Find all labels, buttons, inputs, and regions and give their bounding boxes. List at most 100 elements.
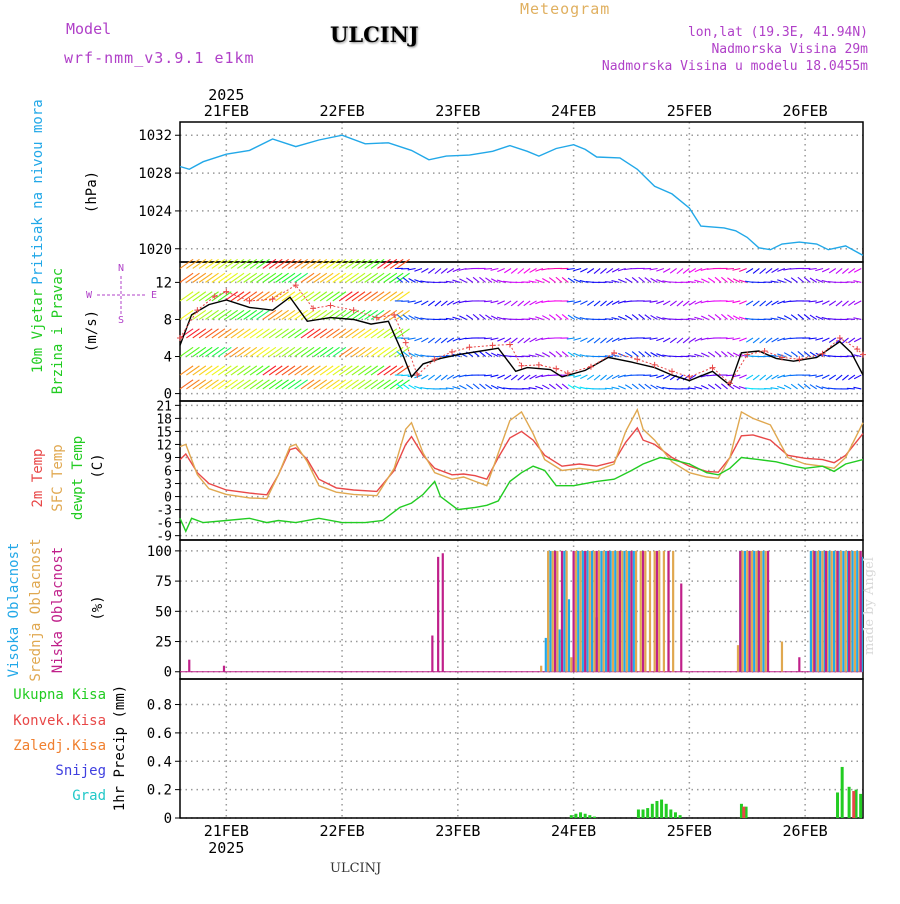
wind-arrow — [180, 380, 193, 389]
wind-arrow — [403, 384, 409, 389]
wind-arrow — [772, 268, 779, 272]
gust-marker — [391, 312, 397, 318]
y-tick-label: 0 — [164, 491, 172, 506]
wind-arrow — [435, 375, 441, 380]
wind-arrow — [320, 292, 333, 301]
top-date-label: 21FEB — [204, 102, 249, 120]
wind-arrow — [244, 347, 257, 356]
low-cloud-axis-title: Niska Oblacnost — [50, 547, 66, 673]
wind-arrow — [447, 338, 454, 342]
wind-arrow — [772, 301, 779, 305]
high-cloud-axis-title: Visoka Oblacnost — [6, 543, 22, 678]
wind-arrow — [580, 301, 587, 305]
wind-arrow — [301, 292, 314, 301]
wind-arrow — [428, 301, 434, 306]
wind-arrow — [632, 315, 638, 320]
wind-arrow — [587, 301, 594, 306]
wind-arrow — [784, 385, 791, 389]
wind-arrow — [231, 329, 244, 338]
wind-arrow — [504, 375, 511, 379]
wind-arrow — [441, 268, 447, 273]
y-tick-label: 75 — [155, 574, 172, 590]
wind-arrow — [276, 273, 289, 282]
precip-legend-entry: Snijeg — [55, 763, 106, 779]
wind-arrow — [269, 347, 282, 356]
wind-arrow — [760, 338, 766, 343]
wind-arrow — [639, 314, 645, 319]
wind-arrow — [791, 384, 797, 389]
wind-arrow — [307, 380, 320, 389]
wind-arrow — [721, 384, 727, 389]
wind-arrow — [441, 375, 447, 380]
wind-arrow — [524, 301, 530, 306]
bottom-date-label: 26FEB — [783, 822, 828, 840]
y-tick-label: 50 — [155, 604, 172, 620]
gust-marker — [466, 344, 472, 350]
y-tick-label: 0.2 — [147, 783, 172, 799]
gust-marker — [710, 365, 716, 371]
bottom-date-label: 23FEB — [435, 822, 480, 840]
wind-arrow — [479, 277, 485, 282]
wind-arrow — [371, 292, 384, 301]
wind-arrow — [587, 375, 594, 380]
wind-arrow — [746, 268, 753, 272]
wind-arrow — [288, 329, 301, 338]
wind-arrow — [346, 273, 359, 282]
wind-arrow — [314, 292, 327, 301]
wind-arrow — [511, 268, 517, 273]
wind-arrow — [250, 366, 263, 375]
wind-arrow — [276, 310, 289, 319]
wind-arrow — [836, 375, 842, 380]
wind-arrow — [580, 338, 587, 342]
gust-marker — [490, 342, 496, 348]
bottom-year-label: 2025 — [208, 839, 244, 857]
wind-arrow — [524, 375, 530, 380]
wind-arrow — [760, 301, 766, 306]
wind-arrow — [193, 292, 206, 301]
wind-arrow — [562, 384, 568, 389]
wind-arrow — [269, 329, 282, 338]
wind-arrow — [689, 338, 696, 342]
wind-arrow — [847, 282, 855, 283]
y-tick-label: 8 — [164, 312, 172, 328]
wind-arrow — [205, 366, 218, 375]
wind-arrow — [186, 347, 199, 356]
wind-arrow — [358, 292, 371, 301]
wind-arrow — [842, 301, 848, 306]
series-line — [180, 428, 863, 495]
wind-arrow — [282, 292, 295, 301]
wind-arrow — [269, 273, 282, 282]
wind-arrow — [484, 301, 492, 302]
wind-arrow — [556, 384, 562, 389]
wind-arrow — [689, 301, 696, 305]
wind-arrow — [301, 366, 314, 375]
wind-arrow — [556, 351, 562, 356]
wind-arrow — [518, 301, 524, 306]
wind-arrow — [377, 329, 390, 338]
wind-arrow — [715, 351, 721, 356]
wind-arrow — [199, 380, 212, 389]
wind-arrow — [848, 268, 855, 273]
wind-arrow — [307, 310, 320, 319]
wind-arrow — [237, 329, 250, 338]
wind-arrow — [504, 301, 511, 305]
wind-arrow — [326, 259, 339, 268]
wind-arrow — [339, 292, 352, 301]
wind-arrow — [836, 301, 842, 306]
wind-arrow — [371, 329, 384, 338]
bottom-date-label: 22FEB — [319, 822, 364, 840]
bottom-date-label: 24FEB — [551, 822, 596, 840]
wind-arrow — [282, 259, 295, 268]
wind-arrow — [549, 278, 555, 283]
wind-arrow — [295, 347, 308, 356]
wind-arrow — [365, 329, 378, 338]
wind-arrow — [256, 329, 269, 338]
y-tick-label: 21 — [156, 399, 172, 414]
wind-arrow — [212, 366, 225, 375]
wind-arrow — [804, 314, 810, 319]
wind-arrow — [600, 268, 606, 273]
credit-label: made by Angel — [862, 557, 877, 655]
gust-marker — [403, 340, 409, 346]
wind-arrow — [836, 268, 842, 273]
wind-arrow — [549, 384, 555, 389]
